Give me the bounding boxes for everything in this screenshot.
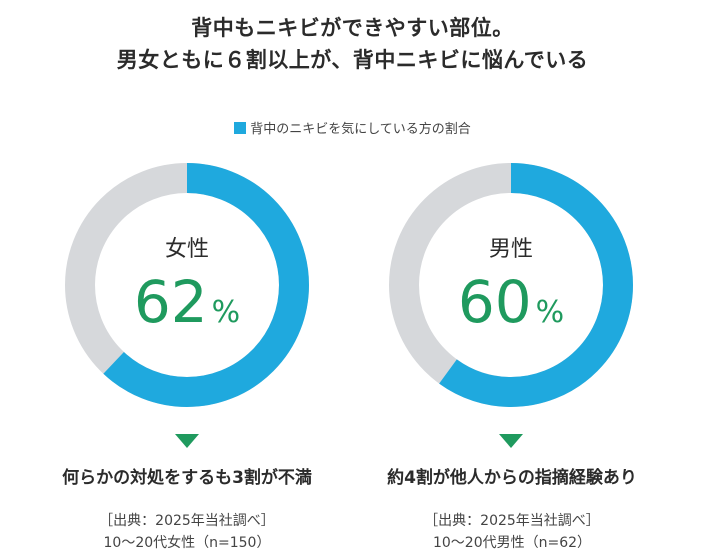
- source-citation: ［出典：2025年当社調べ］: [99, 513, 275, 529]
- category-label-female: 女性: [165, 237, 209, 262]
- donut-chart-female: 女性 62%: [65, 163, 309, 407]
- unit-label-male: %: [536, 295, 565, 330]
- chart-title-line-2: 男女ともに６割以上が、背中ニキビに悩んでいる: [116, 48, 589, 72]
- donut-chart-male: 男性 60%: [389, 163, 633, 407]
- legend-swatch: [234, 121, 247, 134]
- panel-caption-male: 約4割が他人からの指摘経験あり: [387, 468, 637, 488]
- source-citation: ［出典：2025年当社調べ］: [424, 513, 600, 529]
- down-arrow-icon: [499, 434, 523, 448]
- category-label-male: 男性: [489, 237, 533, 262]
- value-label-female: 62: [134, 268, 208, 336]
- svg-text:62%: 62%: [134, 268, 240, 336]
- legend: 背中のニキビを気にしている方の割合: [0, 118, 705, 137]
- donut-slice-value-male: [389, 163, 633, 407]
- legend-label: 背中のニキビを気にしている方の割合: [250, 122, 471, 137]
- source-note-male: ［出典：2025年当社調べ］ 10～20代男性（n=62）: [336, 510, 688, 554]
- chart-title-line-1: 背中もニキビができやすい部位。: [191, 16, 514, 40]
- source-sample: 10～20代女性（n=150）: [103, 535, 271, 551]
- source-sample: 10～20代男性（n=62）: [432, 535, 592, 551]
- value-label-male: 60: [458, 268, 532, 336]
- unit-label-female: %: [212, 295, 241, 330]
- source-note-female: ［出典：2025年当社調べ］ 10～20代女性（n=150）: [11, 510, 363, 554]
- panel-caption-female: 何らかの対処をするも3割が不満: [62, 468, 312, 488]
- down-arrow-icon: [175, 434, 199, 448]
- svg-text:60%: 60%: [458, 268, 564, 336]
- donut-slice-value-female: [65, 163, 309, 407]
